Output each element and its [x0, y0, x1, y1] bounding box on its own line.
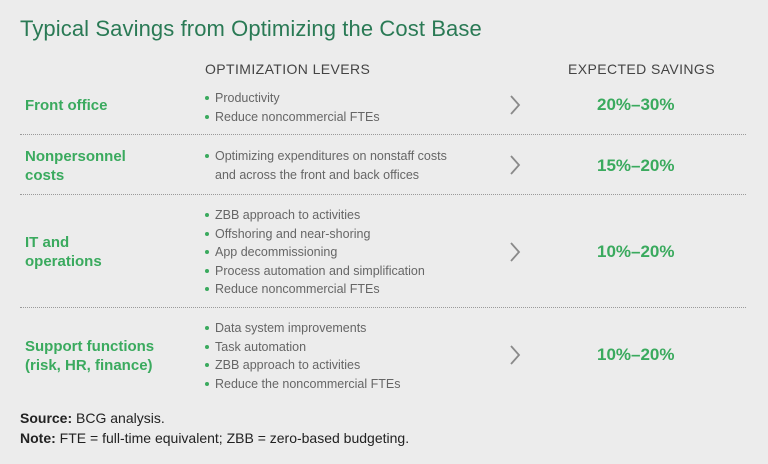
row-divider: [20, 134, 746, 135]
source-text: BCG analysis.: [76, 410, 165, 426]
chevron-right-icon: [510, 345, 521, 365]
lever-item: Process automation and simplification: [205, 262, 425, 281]
lever-item: ZBB approach to activities: [205, 356, 401, 375]
row-label: Front office: [25, 96, 108, 115]
lever-item: App decommissioning: [205, 243, 425, 262]
row-front-office: Front office Productivity Reduce noncomm…: [20, 86, 746, 134]
lever-item: Reduce noncommercial FTEs: [205, 108, 380, 127]
footnote: Note: FTE = full-time equivalent; ZBB = …: [20, 430, 409, 446]
lever-list: ZBB approach to activities Offshoring an…: [205, 206, 425, 299]
row-label: Nonpersonnel costs: [25, 147, 126, 185]
expected-savings-value: 15%–20%: [597, 156, 675, 175]
row-label: Support functions (risk, HR, finance): [25, 337, 154, 375]
lever-item: ZBB approach to activities: [205, 206, 425, 225]
chevron-right-icon: [510, 242, 521, 262]
note-text: FTE = full-time equivalent; ZBB = zero-b…: [59, 430, 410, 446]
source-note: Source: BCG analysis.: [20, 410, 165, 426]
lever-list: Data system improvements Task automation…: [205, 319, 401, 393]
page-title: Typical Savings from Optimizing the Cost…: [20, 16, 482, 41]
lever-list: Productivity Reduce noncommercial FTEs: [205, 89, 380, 126]
chevron-right-icon: [510, 95, 521, 115]
row-nonpersonnel-costs: Nonpersonnel costs Optimizing expenditur…: [20, 135, 746, 194]
lever-item: Productivity: [205, 89, 380, 108]
lever-item: Reduce noncommercial FTEs: [205, 280, 425, 299]
row-label-line: (risk, HR, finance): [25, 357, 153, 374]
header-expected-savings: EXPECTED SAVINGS: [568, 61, 715, 77]
row-label: IT and operations: [25, 233, 102, 271]
lever-item: Optimizing expenditures on nonstaff cost…: [205, 147, 447, 166]
lever-item-continuation: and across the front and back offices: [215, 167, 420, 182]
row-label-line: Front office: [25, 97, 108, 114]
row-label-line: Support functions: [25, 338, 155, 355]
row-it-operations: IT and operations ZBB approach to activi…: [20, 195, 746, 307]
chevron-right-icon: [510, 155, 521, 175]
expected-savings-value: 10%–20%: [597, 345, 675, 364]
lever-item: Reduce the noncommercial FTEs: [205, 375, 401, 394]
row-support-functions: Support functions (risk, HR, finance) Da…: [20, 308, 746, 400]
note-label: Note:: [20, 430, 56, 446]
expected-savings-value: 10%–20%: [597, 242, 675, 261]
lever-item: Offshoring and near-shoring: [205, 225, 425, 244]
source-label: Source:: [20, 410, 73, 426]
row-label-line: Nonpersonnel: [25, 148, 126, 165]
header-optimization-levers: OPTIMIZATION LEVERS: [205, 61, 371, 77]
lever-item: Task automation: [205, 338, 401, 357]
lever-item: Data system improvements: [205, 319, 401, 338]
expected-savings-value: 20%–30%: [597, 95, 675, 114]
lever-list: Optimizing expenditures on nonstaff cost…: [205, 147, 447, 184]
row-label-line: costs: [25, 167, 65, 184]
row-label-line: operations: [25, 253, 102, 270]
row-divider: [20, 194, 746, 195]
row-divider: [20, 307, 746, 308]
row-label-line: IT and: [25, 234, 70, 251]
